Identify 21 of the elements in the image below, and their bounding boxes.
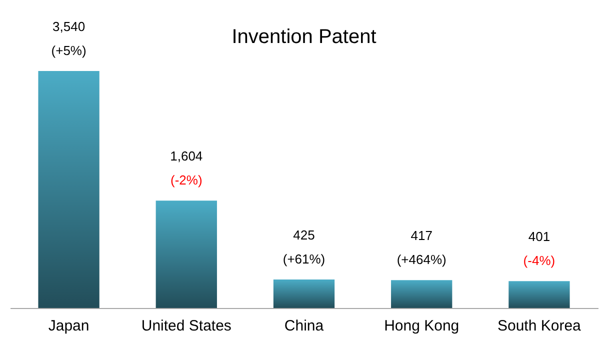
bar	[391, 280, 452, 308]
annotation: (+61%)	[282, 252, 326, 267]
x-tick-label: Japan	[48, 318, 90, 334]
data-label: 417	[410, 228, 432, 244]
data-label: 401	[528, 229, 550, 244]
x-tick-label: Hong Kong	[384, 318, 460, 334]
data-label: 1,604	[170, 148, 203, 164]
chart-title: Invention Patent	[232, 26, 377, 48]
annotation: (+464%)	[396, 252, 446, 268]
x-tick-label: China	[284, 318, 324, 334]
bar	[508, 281, 570, 308]
bar	[38, 71, 100, 308]
annotation: (-2%)	[170, 172, 202, 188]
data-label: 425	[293, 228, 315, 243]
data-label: 3,540	[52, 19, 86, 34]
annotation: (-4%)	[523, 253, 556, 268]
annotation: (+5%)	[51, 43, 86, 58]
x-tick-label: United States	[141, 318, 232, 334]
bar	[156, 200, 217, 308]
bar	[273, 280, 335, 308]
x-tick-label: South Korea	[497, 318, 582, 334]
